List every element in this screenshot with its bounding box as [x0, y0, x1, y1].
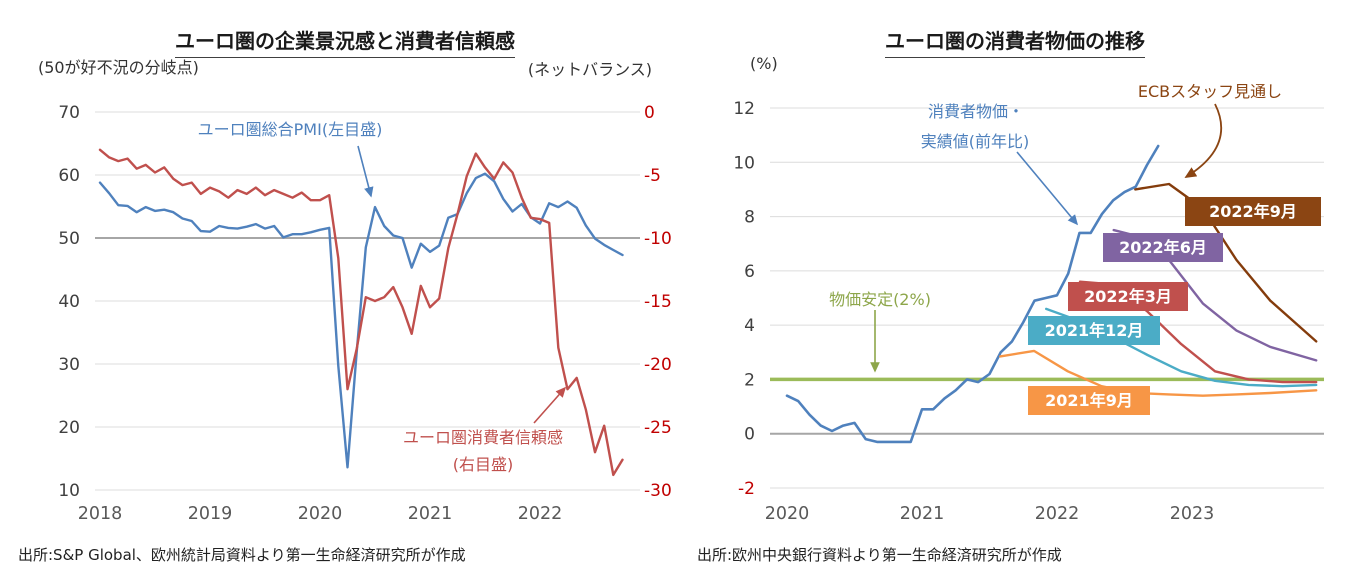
pmi-series-label: ユーロ圏総合PMI(左目盛) [197, 120, 383, 139]
percent-axis-note: (%) [750, 54, 778, 73]
left-x-tick-label: 2020 [298, 504, 343, 524]
right-chart-x-tick-label: 2023 [1170, 504, 1215, 524]
forecast-label-2022-06: 2022年6月 [1103, 233, 1223, 262]
price-stability-label: 物価安定(2%) [829, 290, 931, 309]
forecast-label-2022-03: 2022年3月 [1068, 282, 1188, 311]
left-y-tick-label: 10 [58, 481, 80, 501]
confidence-series-label-line2: (右目盛) [452, 455, 514, 474]
left-y-tick-label: 40 [58, 292, 80, 312]
right-chart-y-tick-label: 6 [744, 262, 755, 282]
actual-series-label-line1: 消費者物価・ [927, 102, 1024, 121]
left-y-tick-label: 70 [58, 103, 80, 123]
left-x-tick-label: 2022 [518, 504, 563, 524]
right-chart-title-row: ユーロ圏の消費者物価の推移 [670, 25, 1360, 58]
series-pmi [98, 172, 624, 469]
left-chart-title: ユーロ圏の企業景況感と消費者信頼感 [175, 25, 515, 58]
pmi-confidence-chart-canvas: 70 60 50 40 30 20 10 0 -5 -10 -15 -20 -25 -30 2018 2019… [58, 103, 672, 524]
series-forecast-2021-09 [999, 349, 1318, 397]
series-consumer-confidence [98, 148, 624, 477]
left-x-tick-label: 2021 [408, 504, 453, 524]
pmi-confidence-panel: ユーロ圏の企業景況感と消費者信頼感 (50が好不況の分岐点) (ネットバランス)… [0, 25, 690, 564]
cpi-panel: ユーロ圏の消費者物価の推移 (%) 12 10 8 6 4 2 0 -2 2020 2021 202… [670, 0, 1360, 582]
ecb-forecast-label: ECBスタッフ見通し [1137, 82, 1283, 101]
confidence-series-label-line1: ユーロ圏消費者信頼感 [402, 428, 563, 447]
actual-series-label-line2: 実績値(前年比) [920, 132, 1030, 151]
right-chart-x-tick-label: 2020 [765, 504, 810, 524]
left-y-tick-label: 30 [58, 355, 80, 375]
forecast-label-2022-09: 2022年9月 [1185, 197, 1321, 226]
right-chart-source: 出所:欧州中央銀行資料より第一生命経済研究所が作成 [697, 546, 1062, 564]
right-chart-y-tick-label: 12 [733, 99, 755, 119]
right-y-tick-label: -25 [644, 418, 672, 438]
left-chart-title-row: ユーロ圏の企業景況感と消費者信頼感 [0, 25, 690, 58]
right-chart-y-tick-label: 4 [744, 316, 755, 336]
series-hicp-actual [785, 144, 1160, 444]
forecast-label-2021-12: 2021年12月 [1028, 316, 1160, 345]
right-chart-y-tick-label: 8 [744, 208, 755, 228]
left-y-tick-label: 50 [58, 229, 80, 249]
right-y-tick-label: -15 [644, 292, 672, 312]
cpi-chart-canvas: 12 10 8 6 4 2 0 -2 2020 2021 2022 2023 [733, 99, 1324, 524]
right-chart-x-tick-label: 2022 [1035, 504, 1080, 524]
left-y-tick-label: 20 [58, 418, 80, 438]
left-x-tick-label: 2018 [78, 504, 123, 524]
right-y-tick-label: -30 [644, 481, 672, 501]
right-y-tick-label: -5 [644, 166, 661, 186]
right-y-tick-label: -10 [644, 229, 672, 249]
right-y-tick-label: 0 [644, 103, 655, 123]
right-chart-y-tick-label: 10 [733, 153, 755, 173]
forecast-label-2021-09: 2021年9月 [1028, 386, 1150, 415]
left-x-tick-label: 2019 [188, 504, 233, 524]
right-chart-y-tick-label: 0 [744, 425, 755, 445]
right-chart-y-tick-label: -2 [738, 479, 755, 499]
left-chart-source: 出所:S&P Global、欧州統計局資料より第一生命経済研究所が作成 [18, 546, 466, 564]
right-axis-note: (ネットバランス) [527, 60, 652, 79]
left-y-tick-label: 60 [58, 166, 80, 186]
left-axis-note: (50が好不況の分岐点) [38, 58, 199, 77]
right-chart-x-tick-label: 2021 [900, 504, 945, 524]
right-y-tick-label: -20 [644, 355, 672, 375]
right-chart-title: ユーロ圏の消費者物価の推移 [885, 25, 1145, 58]
right-chart-y-tick-label: 2 [744, 370, 755, 390]
